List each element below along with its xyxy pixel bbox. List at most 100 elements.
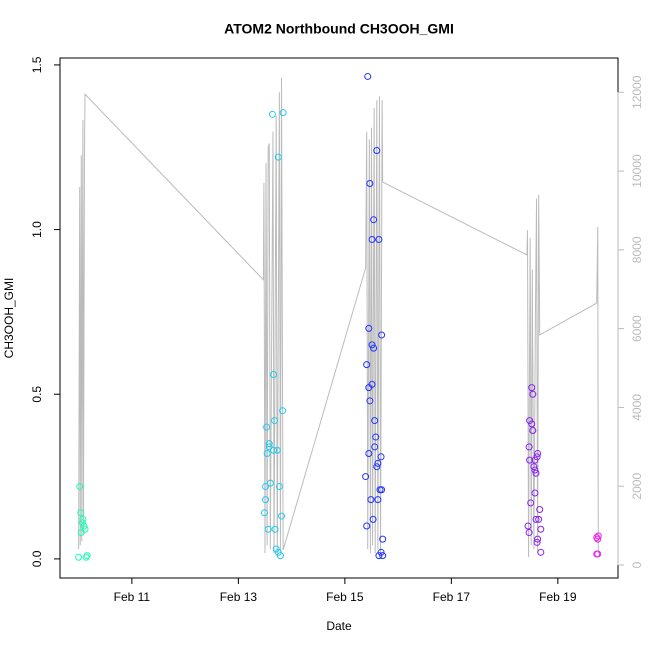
- point: [531, 466, 539, 474]
- x-tick-label: Feb 13: [220, 590, 258, 604]
- point: [373, 147, 381, 155]
- point: [529, 390, 537, 398]
- point: [364, 72, 372, 80]
- point: [375, 552, 383, 560]
- point: [369, 515, 377, 523]
- point: [371, 417, 379, 425]
- point: [271, 525, 279, 533]
- altitude-line: [78, 77, 599, 558]
- point: [594, 532, 602, 540]
- point: [374, 459, 382, 467]
- point: [76, 482, 84, 490]
- point: [279, 109, 287, 117]
- point: [534, 450, 542, 458]
- point: [270, 370, 278, 378]
- point: [83, 552, 91, 560]
- point: [274, 153, 282, 161]
- point: [266, 479, 274, 487]
- point: [366, 179, 374, 187]
- point: [75, 553, 83, 561]
- point: [594, 550, 602, 558]
- point: [372, 433, 380, 441]
- y2-tick-label: 8000: [630, 236, 644, 263]
- point: [365, 384, 373, 392]
- point: [363, 522, 371, 530]
- point: [264, 525, 272, 533]
- point: [526, 456, 534, 464]
- point: [275, 482, 283, 490]
- point: [370, 216, 378, 224]
- point: [265, 443, 273, 451]
- point: [378, 331, 386, 339]
- x-tick-label: Feb 15: [326, 590, 364, 604]
- y2-tick-label: 12000: [630, 75, 644, 109]
- point: [368, 341, 376, 349]
- y2-tick-label: 6000: [630, 315, 644, 342]
- point: [534, 535, 542, 543]
- point: [528, 420, 536, 428]
- point: [373, 463, 381, 471]
- point: [363, 361, 371, 369]
- x-tick-label: Feb 11: [114, 590, 151, 604]
- point: [368, 235, 376, 243]
- point: [371, 443, 379, 451]
- x-tick-label: Feb 19: [539, 590, 577, 604]
- point: [533, 453, 541, 461]
- point: [276, 552, 284, 560]
- point: [365, 324, 373, 332]
- x-tick-label: Feb 17: [433, 590, 471, 604]
- x-axis-label: Date: [326, 619, 352, 633]
- y2-tick-label: 2000: [630, 473, 644, 500]
- y2-tick-label: 4000: [630, 394, 644, 421]
- point: [527, 499, 535, 507]
- point: [270, 446, 278, 454]
- point: [260, 509, 268, 517]
- y2-tick-label: 0: [630, 561, 644, 568]
- y-axis-label: CH3OOH_GMI: [2, 278, 16, 359]
- point: [532, 515, 540, 523]
- point: [379, 535, 387, 543]
- point: [81, 525, 89, 533]
- point: [528, 384, 536, 392]
- point: [537, 548, 545, 556]
- point: [529, 426, 537, 434]
- point: [377, 453, 385, 461]
- point: [271, 417, 279, 425]
- point: [525, 529, 533, 537]
- point: [362, 473, 370, 481]
- point: [77, 509, 85, 517]
- point: [537, 525, 545, 533]
- point: [367, 496, 375, 504]
- point: [80, 522, 88, 530]
- point: [263, 423, 271, 431]
- point: [524, 522, 532, 530]
- point: [536, 506, 544, 514]
- point: [379, 552, 387, 560]
- point: [378, 486, 386, 494]
- chart-title: ATOM2 Northbound CH3OOH_GMI: [224, 21, 454, 37]
- point: [374, 496, 382, 504]
- point: [268, 110, 276, 118]
- point: [530, 463, 538, 471]
- y-tick-label: 1.5: [30, 56, 44, 73]
- point: [366, 397, 374, 405]
- point: [273, 446, 281, 454]
- point: [279, 407, 287, 415]
- point: [79, 515, 87, 523]
- y-tick-label: 0.5: [30, 386, 44, 403]
- point: [82, 553, 90, 561]
- point: [78, 519, 86, 527]
- point: [525, 443, 533, 451]
- point: [370, 344, 378, 352]
- point: [262, 482, 270, 490]
- point: [263, 450, 271, 458]
- point: [593, 533, 601, 541]
- point: [262, 496, 270, 504]
- point: [265, 440, 273, 448]
- point: [375, 235, 383, 243]
- point: [532, 469, 540, 477]
- point: [594, 535, 602, 543]
- point: [277, 512, 285, 520]
